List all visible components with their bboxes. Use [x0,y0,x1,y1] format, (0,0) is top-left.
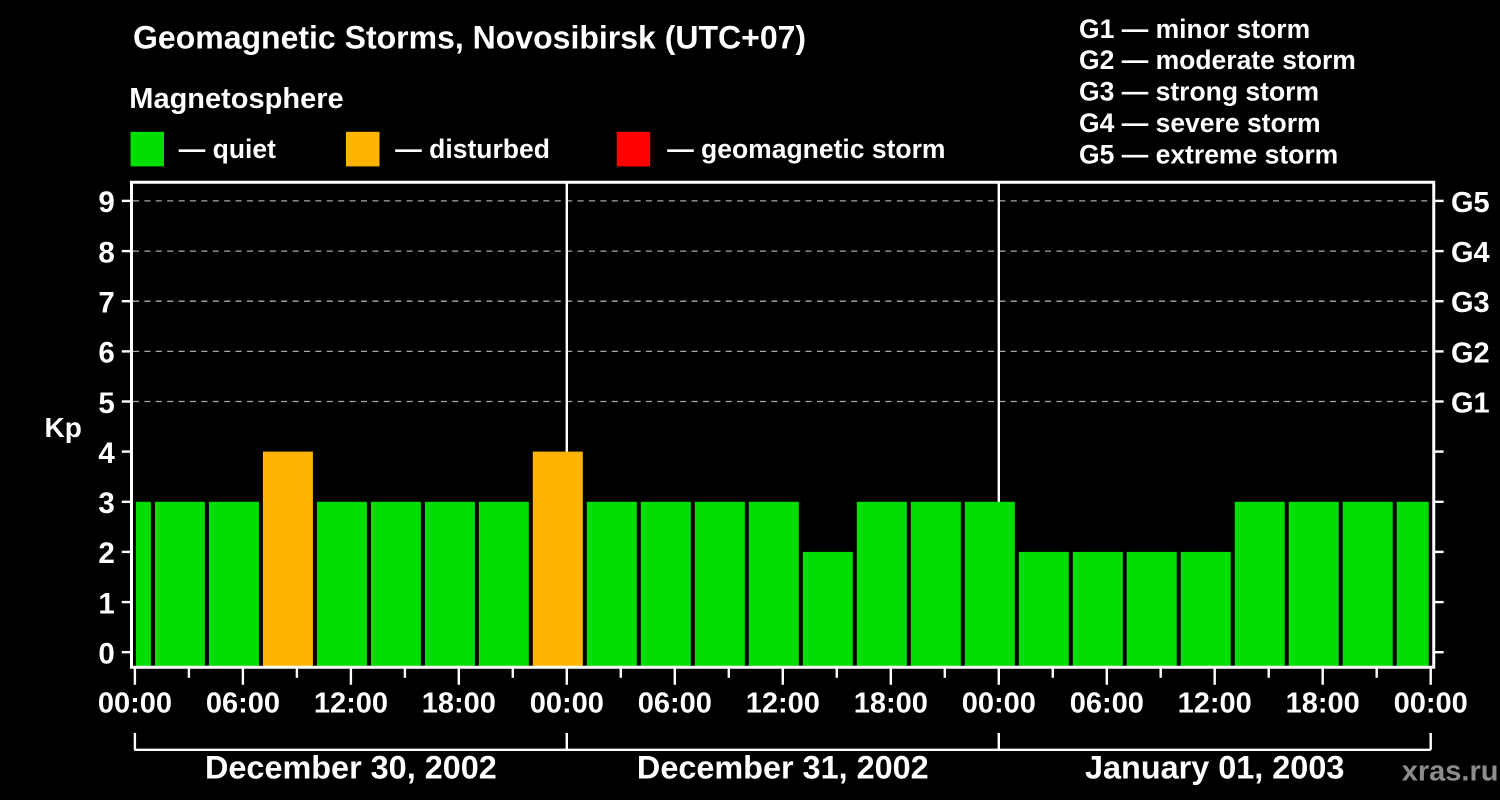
svg-text:12:00: 12:00 [314,688,388,720]
svg-text:6: 6 [98,337,114,370]
svg-text:G1: G1 [1451,388,1490,420]
svg-text:00:00: 00:00 [1394,688,1468,720]
svg-text:06:00: 06:00 [206,688,280,720]
svg-text:00:00: 00:00 [98,688,172,720]
svg-text:— geomagnetic storm: — geomagnetic storm [667,134,945,164]
svg-text:9: 9 [98,186,114,219]
svg-text:12:00: 12:00 [746,688,820,720]
svg-text:12:00: 12:00 [1178,688,1252,720]
svg-text:G4 — severe storm: G4 — severe storm [1079,108,1321,138]
svg-text:18:00: 18:00 [854,688,928,720]
svg-text:06:00: 06:00 [638,688,712,720]
svg-text:18:00: 18:00 [422,688,496,720]
svg-text:Magnetosphere: Magnetosphere [129,83,343,115]
svg-text:3: 3 [98,487,114,520]
svg-text:G4: G4 [1451,237,1490,269]
svg-text:G2: G2 [1451,337,1490,369]
svg-text:7: 7 [98,287,114,320]
svg-text:4: 4 [98,437,115,470]
svg-text:G5 — extreme storm: G5 — extreme storm [1079,140,1338,170]
svg-text:G3 — strong storm: G3 — strong storm [1079,77,1319,107]
svg-text:0: 0 [98,638,114,671]
svg-text:G3: G3 [1451,287,1490,319]
svg-text:06:00: 06:00 [1070,688,1144,720]
svg-text:January 01, 2003: January 01, 2003 [1085,750,1344,786]
svg-text:1: 1 [98,587,114,620]
svg-text:Kp: Kp [45,412,82,443]
svg-text:2: 2 [98,537,114,570]
svg-text:xras.ru: xras.ru [1402,756,1499,788]
svg-text:December 31, 2002: December 31, 2002 [637,750,929,786]
svg-text:G5: G5 [1451,187,1490,219]
svg-text:Geomagnetic Storms, Novosibirs: Geomagnetic Storms, Novosibirsk (UTC+07) [133,20,806,56]
svg-text:G1 — minor storm: G1 — minor storm [1079,14,1310,44]
svg-text:00:00: 00:00 [530,688,604,720]
svg-text:8: 8 [98,236,114,269]
svg-text:00:00: 00:00 [962,688,1036,720]
svg-text:— disturbed: — disturbed [395,134,550,164]
svg-text:G2 — moderate storm: G2 — moderate storm [1079,45,1356,75]
svg-text:18:00: 18:00 [1286,688,1360,720]
svg-text:— quiet: — quiet [179,134,276,164]
svg-text:December 30, 2002: December 30, 2002 [205,750,497,786]
svg-text:5: 5 [98,387,114,420]
